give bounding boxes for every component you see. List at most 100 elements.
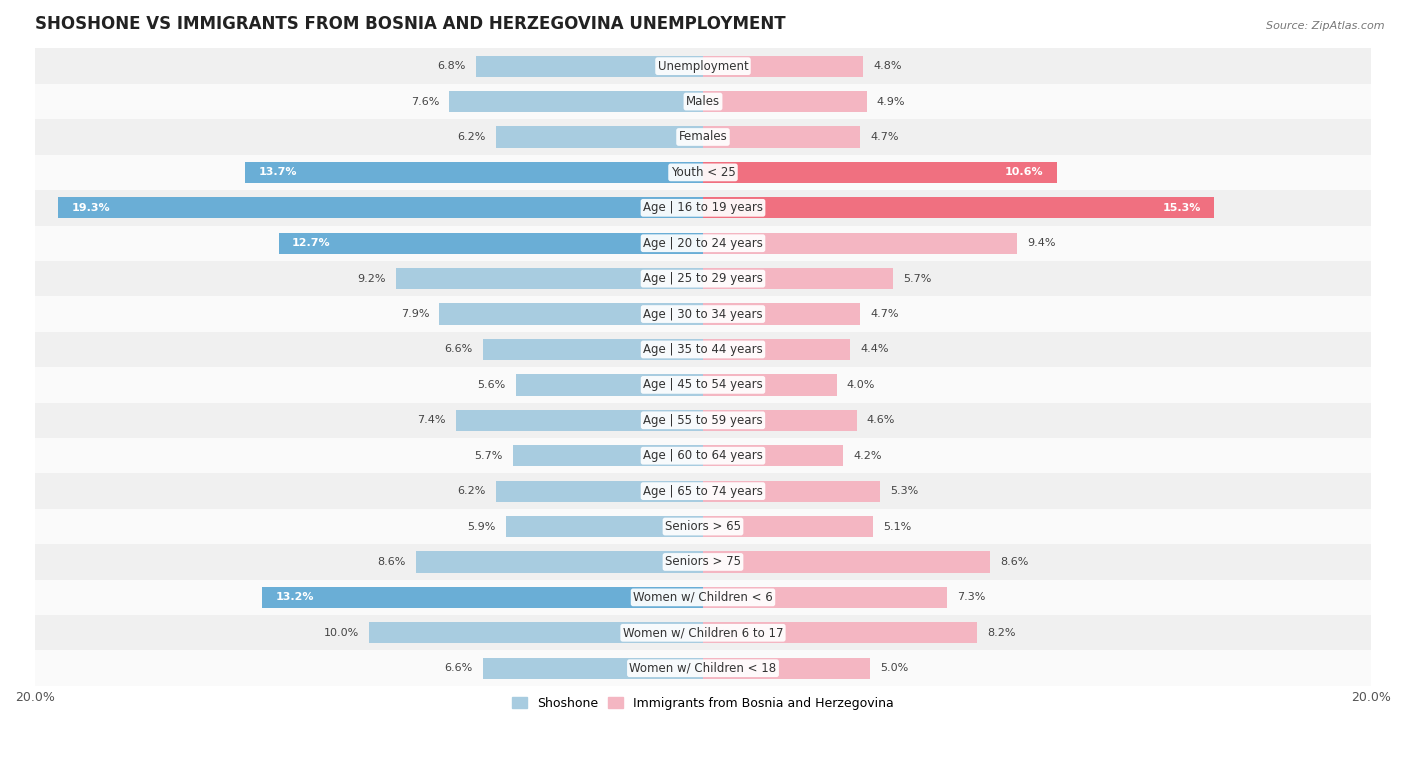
Bar [35,509,1371,544]
Text: Seniors > 65: Seniors > 65 [665,520,741,533]
Text: 8.2%: 8.2% [987,628,1015,638]
Text: 9.2%: 9.2% [357,273,385,284]
Text: Age | 20 to 24 years: Age | 20 to 24 years [643,237,763,250]
Text: 7.9%: 7.9% [401,309,429,319]
Bar [58,197,703,219]
Bar [246,162,703,183]
Bar [449,91,703,112]
Bar [35,367,1371,403]
Text: Age | 45 to 54 years: Age | 45 to 54 years [643,378,763,391]
Bar [513,445,703,466]
Text: Unemployment: Unemployment [658,60,748,73]
Text: 4.2%: 4.2% [853,450,882,461]
Text: 10.0%: 10.0% [323,628,359,638]
Text: 6.2%: 6.2% [457,132,486,142]
Text: 8.6%: 8.6% [377,557,406,567]
Text: Seniors > 75: Seniors > 75 [665,556,741,569]
Bar [703,445,844,466]
Bar [475,55,703,76]
Bar [35,650,1371,686]
Text: 7.3%: 7.3% [957,593,986,603]
Bar [395,268,703,289]
Bar [278,232,703,254]
Bar [35,120,1371,154]
Bar [703,339,851,360]
Bar [35,154,1371,190]
Text: 8.6%: 8.6% [1000,557,1029,567]
Text: SHOSHONE VS IMMIGRANTS FROM BOSNIA AND HERZEGOVINA UNEMPLOYMENT: SHOSHONE VS IMMIGRANTS FROM BOSNIA AND H… [35,15,786,33]
Bar [703,91,866,112]
Bar [439,304,703,325]
Bar [35,226,1371,261]
Bar [703,268,893,289]
Bar [35,438,1371,473]
Bar [482,339,703,360]
Bar [35,261,1371,296]
Text: 4.8%: 4.8% [873,61,901,71]
Text: 6.2%: 6.2% [457,486,486,496]
Bar [516,374,703,395]
Bar [35,403,1371,438]
Text: Women w/ Children < 18: Women w/ Children < 18 [630,662,776,674]
Text: 5.7%: 5.7% [474,450,502,461]
Text: 7.4%: 7.4% [418,416,446,425]
Bar [35,84,1371,120]
Bar [703,162,1057,183]
Text: 5.9%: 5.9% [468,522,496,531]
Bar [35,473,1371,509]
Bar [703,587,946,608]
Text: 4.7%: 4.7% [870,309,898,319]
Text: 12.7%: 12.7% [292,238,330,248]
Text: 19.3%: 19.3% [72,203,110,213]
Text: 5.0%: 5.0% [880,663,908,673]
Text: Age | 35 to 44 years: Age | 35 to 44 years [643,343,763,356]
Bar [456,410,703,431]
Text: Age | 25 to 29 years: Age | 25 to 29 years [643,272,763,285]
Text: 4.7%: 4.7% [870,132,898,142]
Bar [703,55,863,76]
Bar [416,551,703,572]
Bar [703,516,873,537]
Bar [703,304,860,325]
Bar [703,622,977,643]
Text: 5.3%: 5.3% [890,486,918,496]
Bar [482,658,703,679]
Text: 4.0%: 4.0% [846,380,875,390]
Text: Age | 60 to 64 years: Age | 60 to 64 years [643,449,763,463]
Bar [35,48,1371,84]
Bar [35,544,1371,580]
Bar [262,587,703,608]
Bar [703,551,990,572]
Text: 10.6%: 10.6% [1005,167,1043,177]
Text: 4.4%: 4.4% [860,344,889,354]
Bar [35,580,1371,615]
Bar [703,658,870,679]
Bar [703,197,1213,219]
Text: 6.8%: 6.8% [437,61,465,71]
Text: 5.6%: 5.6% [478,380,506,390]
Bar [35,190,1371,226]
Text: 4.6%: 4.6% [866,416,896,425]
Text: Age | 16 to 19 years: Age | 16 to 19 years [643,201,763,214]
Bar [496,481,703,502]
Bar [703,232,1017,254]
Text: Women w/ Children 6 to 17: Women w/ Children 6 to 17 [623,626,783,640]
Bar [35,296,1371,332]
Text: Youth < 25: Youth < 25 [671,166,735,179]
Bar [506,516,703,537]
Text: 9.4%: 9.4% [1026,238,1056,248]
Bar [703,374,837,395]
Text: Age | 65 to 74 years: Age | 65 to 74 years [643,484,763,497]
Text: 4.9%: 4.9% [877,97,905,107]
Text: 5.1%: 5.1% [883,522,911,531]
Bar [703,126,860,148]
Text: 6.6%: 6.6% [444,344,472,354]
Bar [35,615,1371,650]
Text: Age | 30 to 34 years: Age | 30 to 34 years [643,307,763,320]
Bar [368,622,703,643]
Text: 15.3%: 15.3% [1163,203,1201,213]
Text: Age | 55 to 59 years: Age | 55 to 59 years [643,414,763,427]
Bar [496,126,703,148]
Text: Women w/ Children < 6: Women w/ Children < 6 [633,591,773,604]
Bar [35,332,1371,367]
